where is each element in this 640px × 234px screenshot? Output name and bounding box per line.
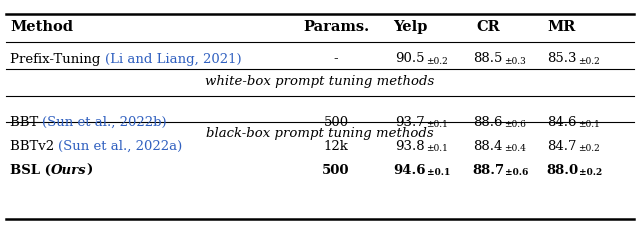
Text: ±0.3: ±0.3 xyxy=(504,57,525,66)
Text: 84.6: 84.6 xyxy=(547,116,577,128)
Text: BBTv2: BBTv2 xyxy=(10,139,58,153)
Text: BBT: BBT xyxy=(10,116,42,128)
Text: 88.4: 88.4 xyxy=(474,139,502,153)
Text: 88.0: 88.0 xyxy=(546,164,578,176)
Text: ±0.2: ±0.2 xyxy=(579,168,602,177)
Text: ±0.6: ±0.6 xyxy=(504,120,525,129)
Text: 500: 500 xyxy=(323,164,349,176)
Text: Ours: Ours xyxy=(51,164,86,176)
Text: 500: 500 xyxy=(323,116,349,128)
Text: Prefix-Tuning: Prefix-Tuning xyxy=(10,52,104,66)
Text: black-box prompt tuning methods: black-box prompt tuning methods xyxy=(206,128,434,140)
Text: white-box prompt tuning methods: white-box prompt tuning methods xyxy=(205,76,435,88)
Text: (Sun et al., 2022b): (Sun et al., 2022b) xyxy=(42,116,167,128)
Text: 94.6: 94.6 xyxy=(394,164,426,176)
Text: 85.3: 85.3 xyxy=(547,52,577,66)
Text: 88.7: 88.7 xyxy=(472,164,504,176)
Text: Yelp: Yelp xyxy=(393,20,427,34)
Text: ±0.1: ±0.1 xyxy=(426,120,448,129)
Text: 93.8: 93.8 xyxy=(395,139,425,153)
Text: 90.5: 90.5 xyxy=(396,52,425,66)
Text: (Li and Liang, 2021): (Li and Liang, 2021) xyxy=(104,52,241,66)
Text: ±0.2: ±0.2 xyxy=(578,57,600,66)
Text: ±0.1: ±0.1 xyxy=(578,120,600,129)
Text: CR: CR xyxy=(476,20,500,34)
Text: ±0.4: ±0.4 xyxy=(504,144,525,153)
Text: BSL (: BSL ( xyxy=(10,164,51,176)
Text: MR: MR xyxy=(548,20,576,34)
Text: ±0.1: ±0.1 xyxy=(426,144,448,153)
Text: ±0.2: ±0.2 xyxy=(578,144,600,153)
Text: 88.6: 88.6 xyxy=(473,116,503,128)
Text: 88.5: 88.5 xyxy=(474,52,502,66)
Text: 93.7: 93.7 xyxy=(395,116,425,128)
Text: ): ) xyxy=(86,164,93,176)
Text: 12k: 12k xyxy=(324,139,348,153)
Text: 84.7: 84.7 xyxy=(547,139,577,153)
Text: -: - xyxy=(333,52,339,66)
Text: ±0.6: ±0.6 xyxy=(505,168,529,177)
Text: ±0.2: ±0.2 xyxy=(426,57,447,66)
Text: Params.: Params. xyxy=(303,20,369,34)
Text: Method: Method xyxy=(10,20,73,34)
Text: ±0.1: ±0.1 xyxy=(428,168,451,177)
Text: (Sun et al., 2022a): (Sun et al., 2022a) xyxy=(58,139,182,153)
